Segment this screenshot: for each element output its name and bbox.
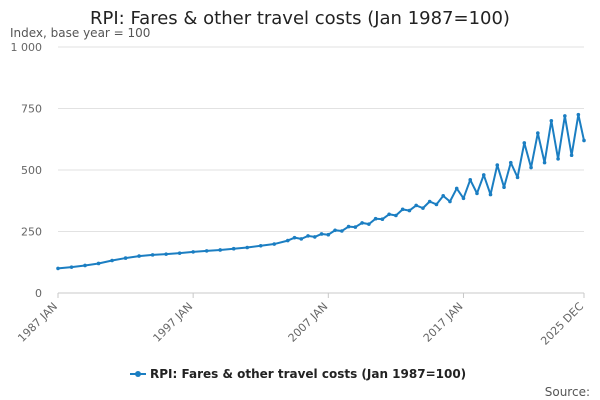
series-point[interactable] bbox=[367, 222, 371, 226]
series-point[interactable] bbox=[313, 235, 317, 239]
series-point[interactable] bbox=[353, 225, 358, 229]
series-point[interactable] bbox=[137, 254, 141, 258]
series-point[interactable] bbox=[360, 221, 364, 225]
series-point[interactable] bbox=[346, 224, 351, 229]
series-point[interactable] bbox=[150, 253, 155, 257]
chart-subtitle: Index, base year = 100 bbox=[10, 26, 150, 40]
series-point[interactable] bbox=[272, 242, 277, 246]
series-line bbox=[57, 113, 585, 270]
series-point[interactable] bbox=[582, 138, 586, 143]
series-point[interactable] bbox=[56, 266, 60, 271]
series-point[interactable] bbox=[177, 251, 182, 255]
series-point[interactable] bbox=[502, 185, 506, 190]
series-point[interactable] bbox=[515, 175, 520, 180]
series-point[interactable] bbox=[299, 237, 304, 241]
series-point[interactable] bbox=[306, 234, 310, 238]
series-point[interactable] bbox=[468, 178, 473, 182]
series-point[interactable] bbox=[123, 256, 128, 260]
series-point[interactable] bbox=[394, 213, 398, 218]
axis-layer: 0 250 500 750 1 000 1987 JAN 1997 JAN 2007 JAN 2… bbox=[11, 41, 587, 348]
series-point[interactable] bbox=[454, 186, 459, 191]
series-point[interactable] bbox=[549, 119, 554, 123]
grid-layer bbox=[58, 46, 584, 294]
series-point[interactable] bbox=[83, 263, 87, 268]
series-point[interactable] bbox=[563, 114, 567, 118]
series-point[interactable] bbox=[576, 112, 581, 117]
legend[interactable]: RPI: Fares & other travel costs (Jan 198… bbox=[130, 367, 466, 381]
legend-label: RPI: Fares & other travel costs (Jan 198… bbox=[150, 367, 466, 381]
series-point[interactable] bbox=[495, 163, 500, 167]
series-point[interactable] bbox=[245, 245, 250, 250]
series-point[interactable] bbox=[69, 265, 74, 269]
series-point[interactable] bbox=[448, 199, 452, 204]
series-point[interactable] bbox=[441, 194, 446, 198]
series-point[interactable] bbox=[164, 252, 168, 256]
series-point[interactable] bbox=[508, 160, 513, 165]
series-point[interactable] bbox=[110, 258, 114, 263]
series-point[interactable] bbox=[258, 243, 263, 248]
series-point[interactable] bbox=[96, 261, 101, 266]
series-point[interactable] bbox=[380, 217, 385, 221]
series-point[interactable] bbox=[542, 160, 547, 165]
series-point[interactable] bbox=[488, 192, 493, 197]
series-point[interactable] bbox=[556, 157, 560, 161]
series-point[interactable] bbox=[421, 206, 425, 210]
source-label: Source: bbox=[545, 385, 590, 399]
series-point[interactable] bbox=[319, 232, 324, 236]
series-point[interactable] bbox=[569, 153, 574, 158]
x-tick-label: 2017 JAN bbox=[421, 300, 466, 345]
x-tick-label: 2007 JAN bbox=[286, 300, 331, 345]
series-point[interactable] bbox=[231, 246, 236, 251]
series-point[interactable] bbox=[475, 191, 479, 196]
series-point[interactable] bbox=[522, 141, 527, 145]
x-tick-label: 1987 JAN bbox=[15, 300, 60, 345]
series-point[interactable] bbox=[461, 196, 466, 201]
series-layer bbox=[56, 112, 586, 271]
series-point[interactable] bbox=[191, 250, 195, 254]
series-point[interactable] bbox=[536, 131, 540, 135]
y-tick-label: 500 bbox=[21, 164, 42, 177]
series-point[interactable] bbox=[407, 208, 412, 213]
series-point[interactable] bbox=[414, 203, 418, 208]
legend-marker-icon bbox=[135, 371, 141, 377]
y-tick-label: 750 bbox=[21, 103, 42, 116]
series-point[interactable] bbox=[285, 238, 290, 243]
series-point[interactable] bbox=[373, 216, 378, 221]
series-point[interactable] bbox=[387, 212, 391, 217]
x-tick-label: 2025 DEC bbox=[538, 300, 586, 348]
series-point[interactable] bbox=[427, 199, 432, 204]
series-point[interactable] bbox=[204, 249, 209, 253]
chart-title: RPI: Fares & other travel costs (Jan 198… bbox=[90, 8, 510, 29]
series-point[interactable] bbox=[400, 207, 405, 212]
series-point[interactable] bbox=[326, 232, 331, 237]
y-tick-label: 1 000 bbox=[11, 41, 43, 54]
series-point[interactable] bbox=[340, 229, 344, 233]
series-point[interactable] bbox=[333, 228, 337, 233]
x-tick-label: 1997 JAN bbox=[151, 300, 196, 345]
y-tick-label: 0 bbox=[35, 287, 42, 300]
y-tick-label: 250 bbox=[21, 226, 42, 239]
series-point[interactable] bbox=[434, 202, 439, 207]
series-point[interactable] bbox=[292, 235, 297, 240]
series-point[interactable] bbox=[218, 248, 222, 252]
series-point[interactable] bbox=[481, 173, 486, 177]
series-point[interactable] bbox=[529, 165, 533, 170]
